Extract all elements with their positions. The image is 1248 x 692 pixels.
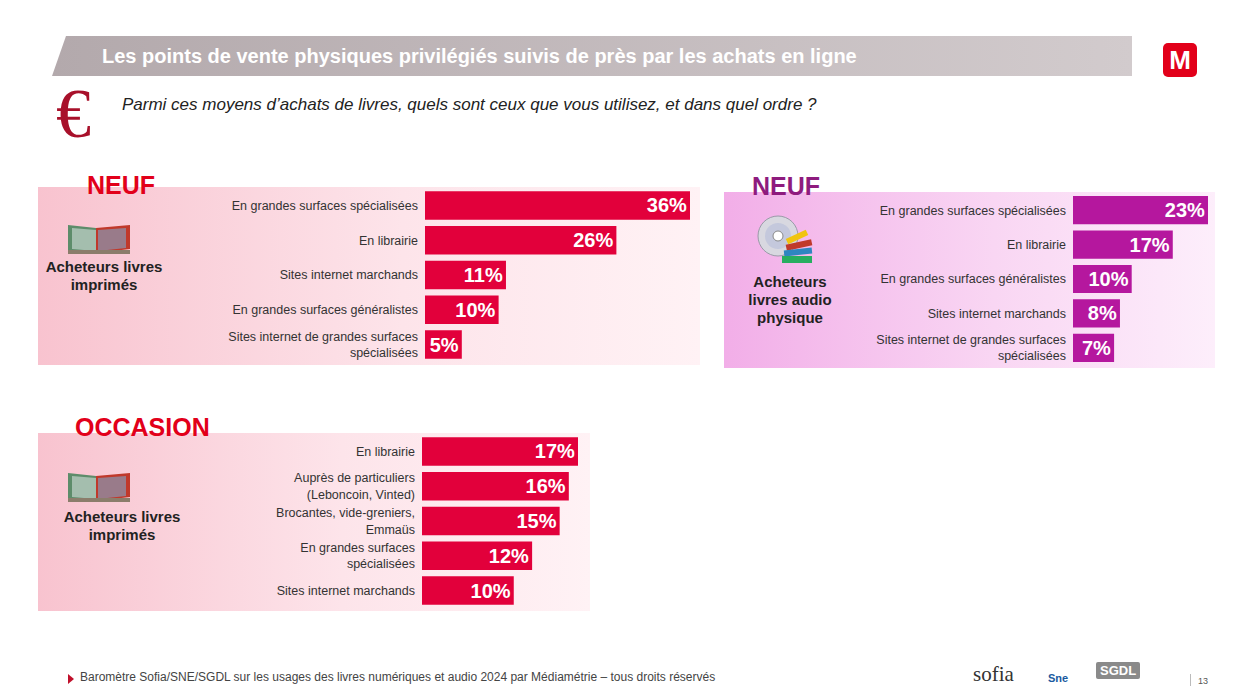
svg-text:En librairie: En librairie [359,234,418,248]
svg-text:16%: 16% [526,475,566,497]
svg-text:En grandes surfaces spécialisé: En grandes surfaces spécialisées [232,199,418,213]
html-text:Acheteurs livres imprimés: Acheteurs livres imprimés [45,258,163,293]
svg-text:Sites internet marchands: Sites internet marchands [277,584,415,598]
html-text:Baromètre Sofia/SNE/SGDL sur l: Baromètre Sofia/SNE/SGDL sur les usages … [80,670,716,684]
svg-text:En grandes surfaces généralist: En grandes surfaces généralistes [880,272,1066,286]
svg-text:En grandes surfacesspécialisée: En grandes surfacesspécialisées [300,541,415,571]
svg-text:23%: 23% [1165,199,1205,221]
svg-text:Auprès de particuliers(Lebonco: Auprès de particuliers(Leboncoin, Vinted… [294,471,415,501]
html-text:Parmi ces moyens d’achats de l: Parmi ces moyens d’achats de livres, que… [122,95,817,114]
html-text:M: M [1169,45,1191,75]
svg-text:Brocantes, vide-greniers,Emmaü: Brocantes, vide-greniers,Emmaüs [276,506,415,536]
svg-text:10%: 10% [455,299,495,321]
html-text:NEUF: NEUF [752,172,821,200]
svg-text:Sites internet de grandes surf: Sites internet de grandes surfacesspécia… [876,333,1066,363]
svg-text:26%: 26% [573,229,613,251]
svg-text:12%: 12% [489,545,529,567]
svg-text:En grandes surfaces généralist: En grandes surfaces généralistes [232,303,418,317]
svg-text:En librairie: En librairie [356,445,415,459]
svg-text:10%: 10% [471,580,511,602]
html-text:OCCASION: OCCASION [75,413,210,441]
svg-text:Sites internet marchands: Sites internet marchands [928,307,1066,321]
svg-text:8%: 8% [1088,302,1117,324]
svg-text:7%: 7% [1082,337,1111,359]
html-text:Acheteurs livres imprimés: Acheteurs livres imprimés [63,508,181,543]
html-text:sofia: sofia [973,662,1014,686]
html-text:13: 13 [1198,676,1208,686]
svg-text:36%: 36% [647,194,687,216]
svg-text:En librairie: En librairie [1007,238,1066,252]
svg-text:Sites internet marchands: Sites internet marchands [280,268,418,282]
svg-text:17%: 17% [1130,234,1170,256]
svg-text:10%: 10% [1088,268,1128,290]
html-text:SGDL: SGDL [1100,663,1137,678]
svg-text:17%: 17% [535,440,575,462]
html-text:NEUF: NEUF [87,171,156,199]
svg-text:En grandes surfaces spécialisé: En grandes surfaces spécialisées [880,204,1066,218]
html-text:Acheteurs livres audio physiqu: Acheteurs livres audio physique [748,273,832,326]
svg-text:15%: 15% [516,510,556,532]
html-text:Les points de vente physiques: Les points de vente physiques privilégié… [102,45,857,67]
html-text:Sne: Sne [1048,672,1069,684]
svg-text:5%: 5% [430,334,459,356]
svg-text:11%: 11% [464,264,503,286]
svg-text:Sites internet de grandes surf: Sites internet de grandes surfacesspécia… [228,330,418,360]
